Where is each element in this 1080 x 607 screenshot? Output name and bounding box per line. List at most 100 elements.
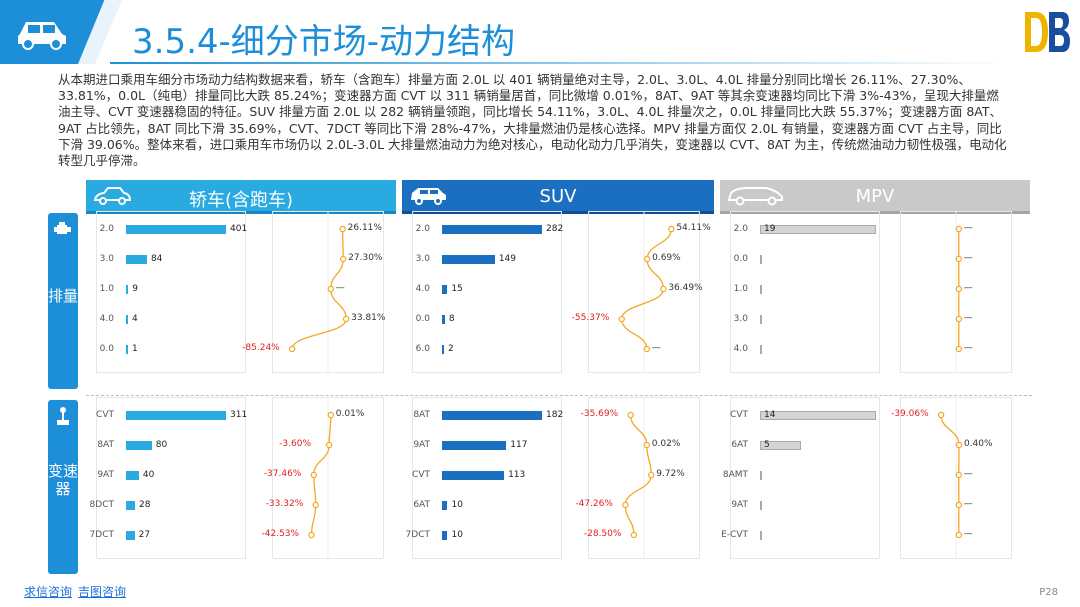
growth-point	[643, 441, 651, 449]
bar-value: 27	[138, 530, 151, 540]
bar-8AMT	[760, 471, 762, 480]
sedan-icon	[93, 187, 132, 205]
growth-point	[648, 471, 655, 479]
bar-CVT	[442, 471, 505, 480]
growth-line-chart-c0r0	[288, 211, 350, 373]
growth-point	[955, 285, 963, 293]
column-label-mpv: MPV	[855, 186, 895, 207]
growth-label: -47.26%	[575, 499, 613, 509]
chart-box-c2r0	[730, 211, 880, 373]
footer-link-1[interactable]: 求信咨询	[24, 585, 73, 599]
category-label: 7DCT	[405, 530, 430, 540]
growth-label: —	[963, 283, 973, 293]
bar-value: 8	[448, 314, 455, 324]
growth-label: —	[963, 469, 973, 479]
growth-label: —	[963, 529, 973, 539]
bar-9AT	[442, 441, 507, 450]
growth-point	[668, 225, 675, 233]
chart-box-c0r0	[96, 211, 246, 373]
page-title: 3.5.4-细分市场-动力结构	[132, 22, 516, 62]
bar-value: 10	[451, 530, 463, 540]
category-label: 0.0	[733, 254, 748, 264]
growth-label: —	[963, 223, 973, 233]
category-label: 6AT	[413, 500, 430, 510]
category-label: 3.0	[415, 254, 430, 264]
growth-point	[955, 225, 963, 233]
growth-point	[630, 531, 638, 539]
bar-value: 10	[451, 500, 463, 510]
growth-label: —	[963, 313, 973, 323]
growth-line-chart-c1r0	[618, 211, 675, 373]
growth-label: 33.81%	[351, 313, 386, 323]
category-label: 8AT	[413, 410, 430, 420]
footer-links: 求信咨询 吉图咨询	[24, 583, 132, 600]
category-label: E-CVT	[721, 530, 748, 540]
growth-point	[288, 345, 296, 353]
bar-0.0	[442, 315, 445, 324]
growth-point	[622, 501, 629, 509]
category-label: 3.0	[99, 254, 114, 264]
category-label: 1.0	[99, 284, 114, 294]
growth-label: 0.01%	[335, 409, 365, 419]
bar-value: 282	[546, 224, 564, 234]
intro-paragraph: 从本期进口乘用车细分市场动力结构数据来看，轿车（含跑车）排量方面 2.0L 以 …	[58, 72, 1007, 169]
bar-CVT	[760, 411, 876, 420]
growth-line-chart-c2r0	[955, 211, 963, 373]
growth-label: -42.53%	[261, 529, 300, 539]
footer-link-2[interactable]: 吉图咨询	[78, 585, 127, 599]
column-label-sedan: 轿车(含跑车)	[188, 190, 294, 211]
growth-point	[955, 315, 963, 323]
row-label-gearbox: 变速器	[48, 462, 79, 498]
growth-point	[618, 315, 625, 323]
category-label: 9AT	[97, 470, 114, 480]
growth-point	[327, 411, 335, 419]
category-label: 0.0	[415, 314, 430, 324]
growth-label: -3.60%	[279, 439, 311, 449]
growth-point	[955, 531, 963, 539]
bar-0.0	[126, 345, 128, 354]
bar-value: 401	[230, 224, 248, 234]
growth-point	[327, 285, 335, 293]
growth-point	[339, 225, 346, 233]
bar-7DCT	[126, 531, 135, 540]
category-label: 2.0	[99, 224, 114, 234]
chart-box-c2r1	[730, 397, 880, 559]
growth-label: 9.72%	[656, 469, 685, 479]
bar-3.0	[760, 315, 762, 324]
bar-value: 149	[498, 254, 517, 264]
column-header-sedan: 轿车(含跑车)	[86, 180, 396, 214]
category-label: 4.0	[415, 284, 430, 294]
growth-label: 0.40%	[963, 439, 993, 449]
growth-label: —	[335, 283, 345, 293]
growth-point	[312, 501, 319, 509]
growth-label: 0.69%	[652, 253, 681, 263]
bar-value: 5	[764, 440, 770, 450]
growth-label: -37.46%	[263, 469, 302, 479]
column-header-suv: SUV	[402, 180, 714, 214]
brand-logo	[1025, 12, 1070, 52]
bar-value: 19	[764, 224, 776, 234]
growth-label: -28.50%	[583, 529, 622, 539]
column-label-suv: SUV	[539, 186, 577, 207]
growth-label: 26.11%	[347, 223, 382, 233]
section-divider	[86, 395, 1032, 396]
bar-6AT	[760, 441, 802, 450]
suv-icon	[411, 188, 446, 205]
growth-label: -35.69%	[580, 409, 619, 419]
growth-point	[308, 531, 315, 539]
bar-4.0	[442, 285, 448, 294]
growth-point	[325, 441, 333, 449]
growth-point	[955, 441, 963, 449]
row-panel-displacement: 排量	[48, 213, 78, 389]
bar-value: 2	[448, 344, 454, 354]
growth-label: -55.37%	[571, 313, 610, 323]
category-label: 2.0	[415, 224, 430, 234]
bar-1.0	[760, 285, 762, 294]
growth-label: —	[963, 499, 973, 509]
bar-8AT	[442, 411, 542, 420]
category-label: 1.0	[733, 284, 748, 294]
engine-icon	[54, 222, 71, 234]
growth-line-chart-c1r1	[622, 397, 655, 559]
growth-label: 0.02%	[651, 439, 681, 449]
category-label: 6AT	[731, 440, 748, 450]
